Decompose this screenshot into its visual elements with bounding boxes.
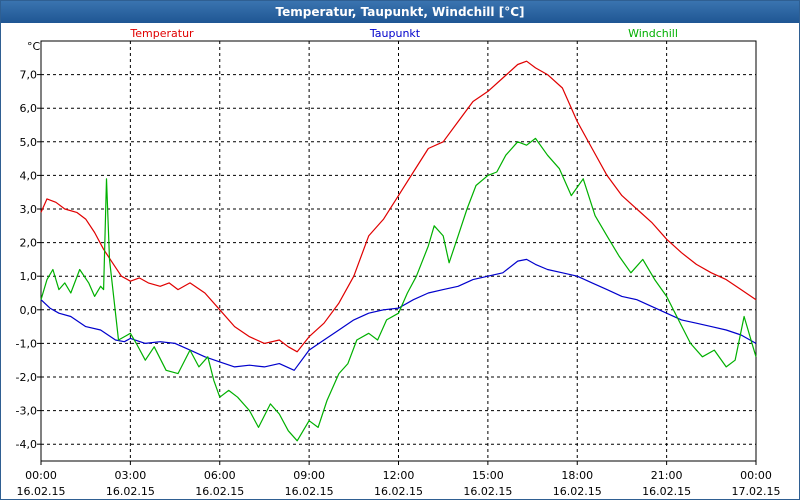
x-tick-time-label: 15:00 <box>472 469 504 482</box>
x-tick-date-label: 16.02.15 <box>195 485 244 498</box>
window-title: Temperatur, Taupunkt, Windchill [°C] <box>1 1 799 23</box>
axes <box>40 40 757 462</box>
grid <box>37 41 757 465</box>
plot-frame <box>40 40 757 462</box>
y-tick-label: 6,0 <box>20 102 38 115</box>
x-tick-time-label: 03:00 <box>115 469 147 482</box>
series-line-temperatur <box>40 60 757 353</box>
series-line-taupunkt <box>40 258 757 371</box>
y-tick-label: 5,0 <box>20 136 38 149</box>
legend-taupunkt: Taupunkt <box>369 27 421 40</box>
x-tick-time-label: 18:00 <box>561 469 593 482</box>
x-tick-date-label: 16.02.15 <box>553 485 602 498</box>
x-tick-date-label: 16.02.15 <box>106 485 155 498</box>
x-tick-date-label: 17.02.15 <box>732 485 781 498</box>
legend: Temperatur Taupunkt Windchill <box>129 27 678 40</box>
x-tick-date-label: 16.02.15 <box>642 485 691 498</box>
y-tick-label: -1,0 <box>16 337 37 350</box>
y-tick-label: 2,0 <box>20 237 38 250</box>
x-tick-time-label: 00:00 <box>740 469 772 482</box>
legend-windchill: Windchill <box>628 27 678 40</box>
tick-labels: °C 7,0 6,0 5,0 4,0 3,0 2,0 1,0 0,0 -1,0 -2,0 -3,0 -… <box>16 40 781 498</box>
x-tick-date-label: 16.02.15 <box>463 485 512 498</box>
x-tick-time-label: 00:00 <box>25 469 57 482</box>
x-tick-time-label: 09:00 <box>293 469 325 482</box>
y-tick-label: 3,0 <box>20 203 38 216</box>
y-tick-label: 7,0 <box>20 69 38 82</box>
y-axis-unit-label: °C <box>27 40 41 53</box>
series-lines <box>40 60 757 442</box>
x-tick-date-label: 16.02.15 <box>285 485 334 498</box>
x-tick-time-label: 12:00 <box>383 469 415 482</box>
legend-temperatur: Temperatur <box>129 27 194 40</box>
line-chart: °C 7,0 6,0 5,0 4,0 3,0 2,0 1,0 0,0 -1,0 -2,0 -3,0 -… <box>16 27 781 498</box>
y-tick-label: -3,0 <box>16 405 37 418</box>
y-tick-label: -2,0 <box>16 371 37 384</box>
y-tick-label: 4,0 <box>20 169 38 182</box>
x-tick-time-label: 21:00 <box>651 469 683 482</box>
x-tick-date-label: 16.02.15 <box>17 485 66 498</box>
series-line-windchill <box>40 137 757 442</box>
x-tick-date-label: 16.02.15 <box>374 485 423 498</box>
y-tick-label: 0,0 <box>20 304 38 317</box>
x-tick-time-label: 06:00 <box>204 469 236 482</box>
y-tick-label: 1,0 <box>20 270 38 283</box>
y-tick-label: -4,0 <box>16 438 37 451</box>
